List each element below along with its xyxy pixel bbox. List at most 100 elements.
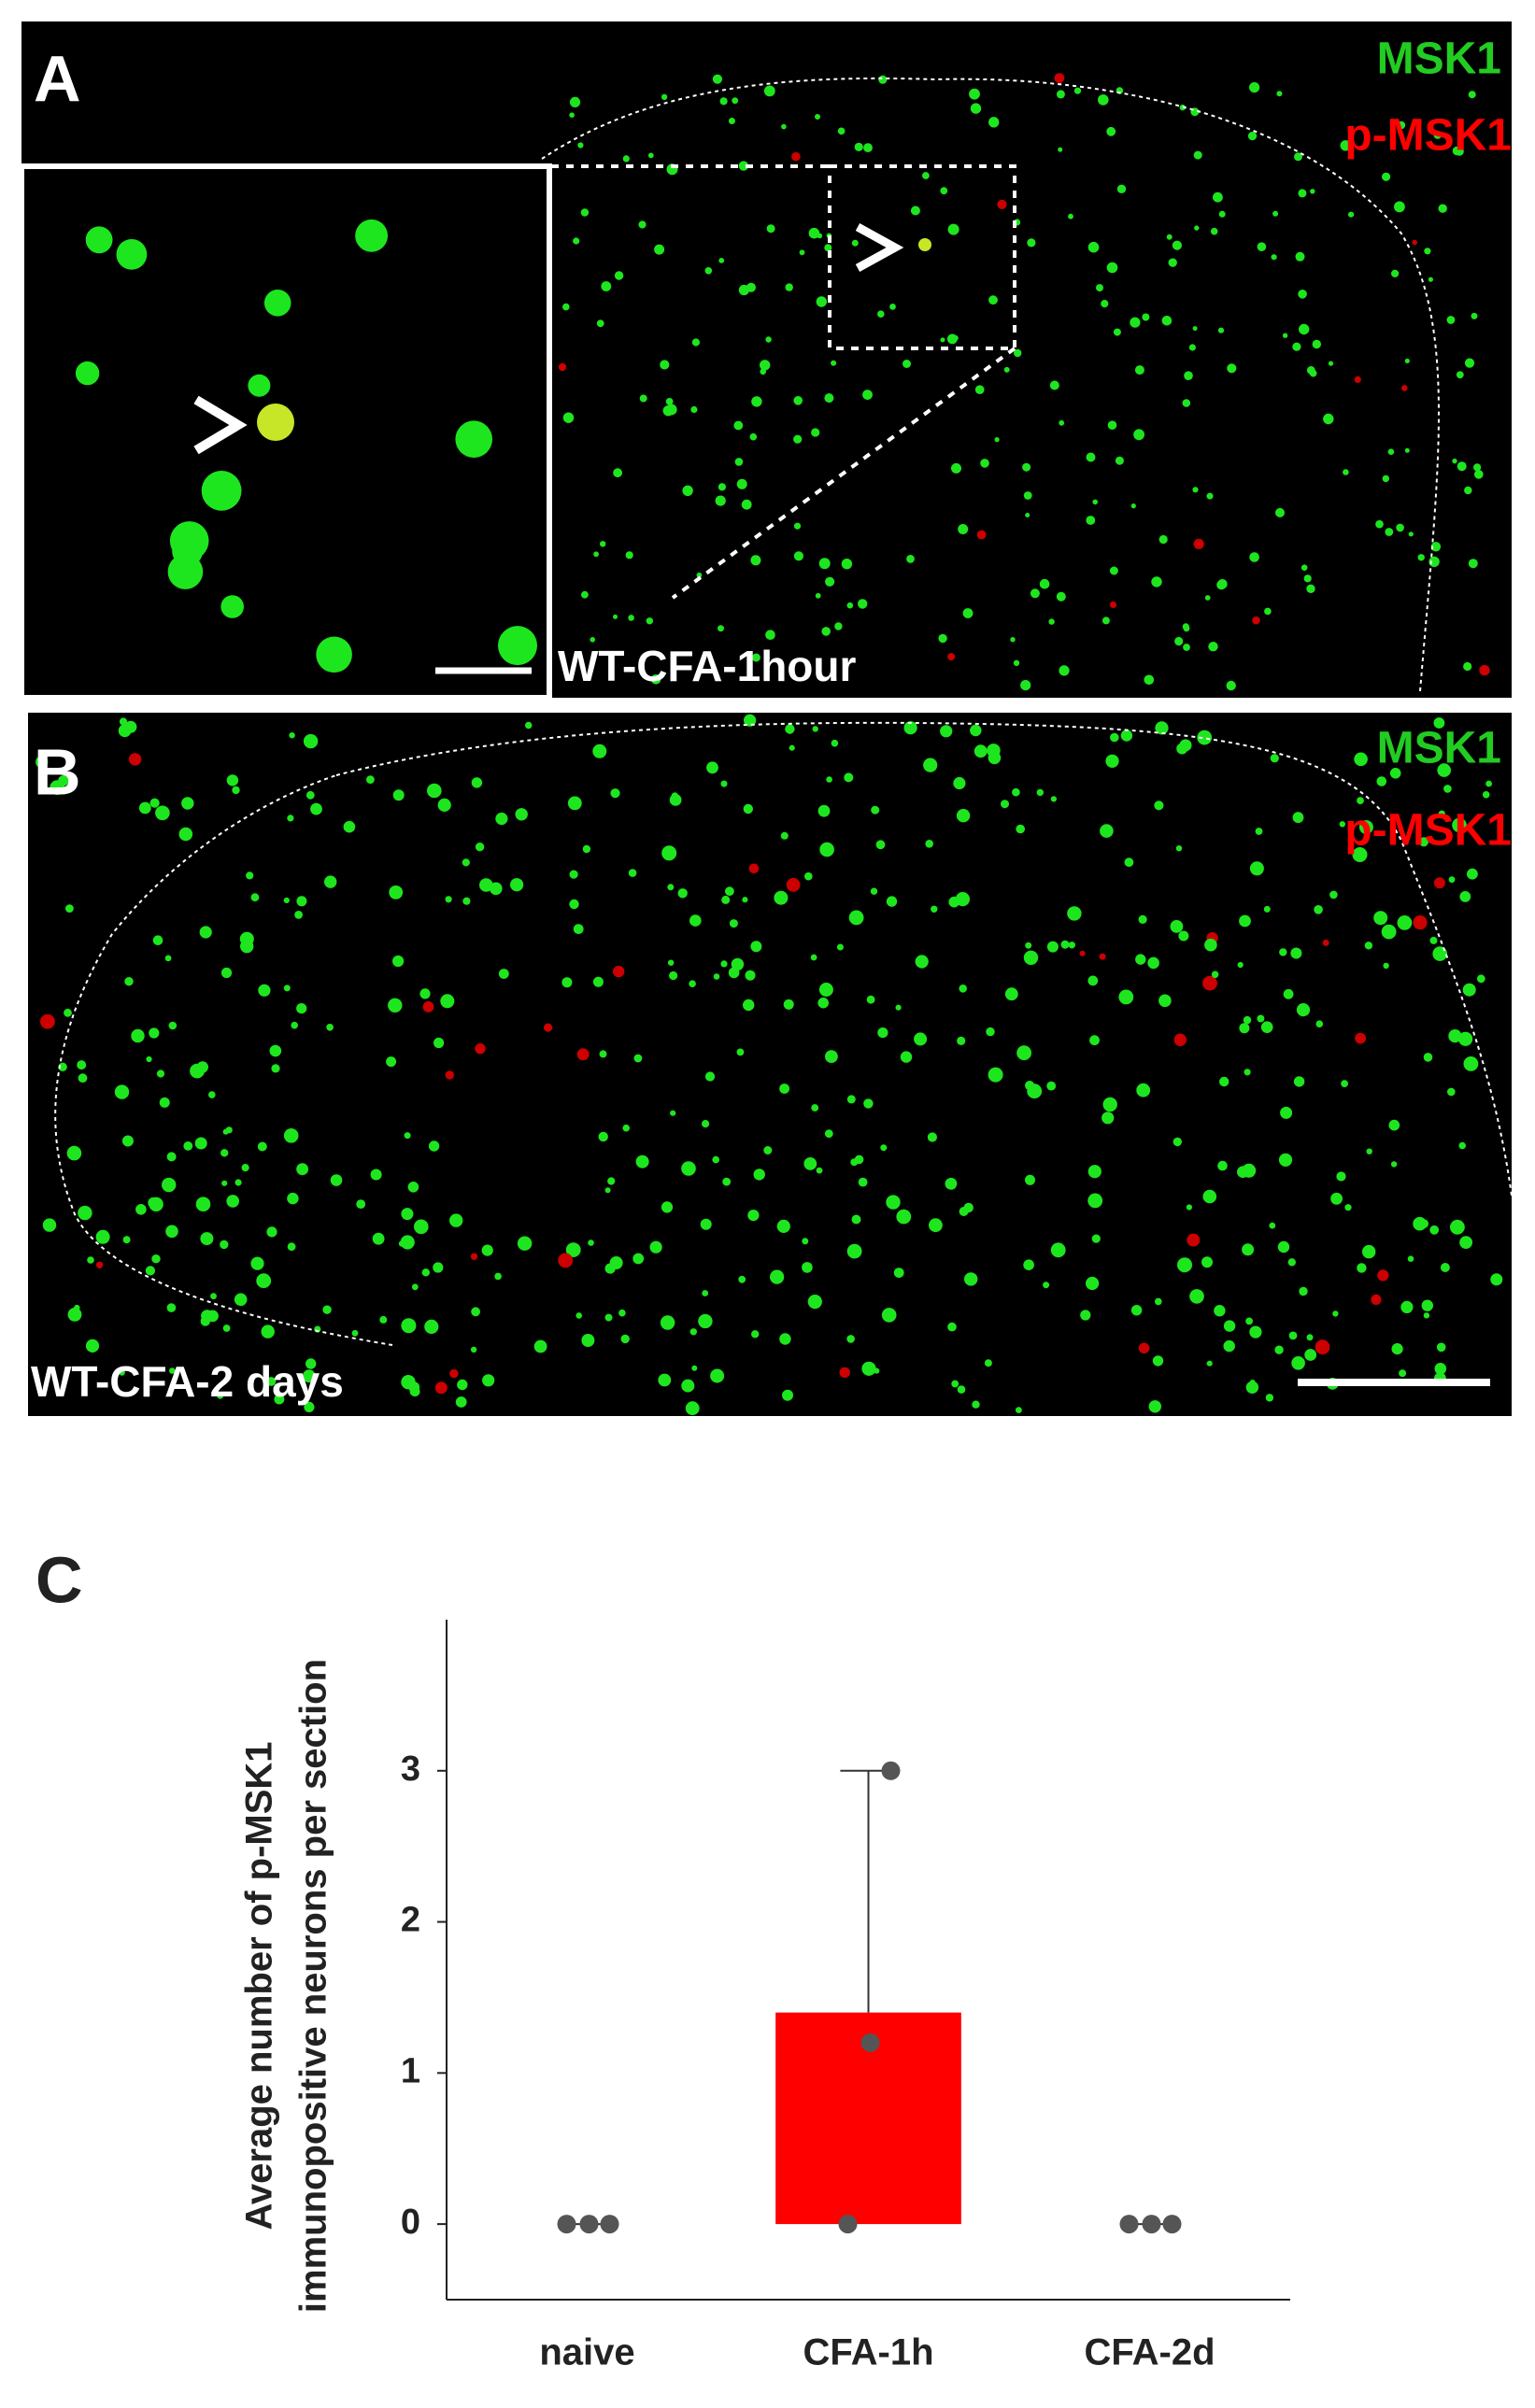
data-point [1119,2215,1139,2234]
cell [1438,810,1445,817]
data-point [1162,2215,1182,2234]
cell [825,1050,838,1063]
channel-label: MSK1 [1377,35,1501,84]
cell [95,1229,110,1244]
micrograph-b [28,713,1512,1416]
cell [613,614,618,619]
cell [1348,211,1355,218]
panel-label: B [34,735,81,808]
cell [1299,1286,1308,1296]
cell [1175,845,1183,852]
cell [1102,616,1110,625]
cell [812,726,818,732]
cell [1323,413,1334,425]
cells-b [36,714,1503,1416]
cell [1003,366,1010,373]
cell [1464,486,1472,495]
cell [1172,240,1182,250]
cell [1176,743,1188,755]
cell [169,1367,176,1374]
cell [658,1373,672,1387]
cell [1376,776,1387,786]
cell [289,732,295,739]
cell [1401,385,1408,391]
cell [168,1021,178,1030]
cell [862,390,873,400]
cell [434,1381,448,1395]
cell [763,85,775,97]
cell [661,93,668,101]
cell [258,984,271,997]
cell [1408,531,1414,537]
cell [1056,591,1066,602]
cell [1291,1356,1305,1370]
cell [1217,327,1225,333]
cell [945,1177,958,1190]
cell [893,1268,904,1278]
cell [970,724,982,737]
cell [392,955,405,968]
cell [1098,94,1109,106]
cell [1014,348,1022,358]
cell [1255,828,1263,835]
cell [569,96,581,107]
cell [1479,664,1490,676]
cell [947,1322,957,1332]
cell [811,1104,819,1112]
cell [851,1214,861,1225]
cell [1186,1204,1192,1211]
cell [628,869,637,877]
cell [625,551,633,560]
cell [750,555,761,566]
cell [650,674,661,685]
cell [200,1232,214,1246]
cell [779,1084,789,1094]
cell [1249,861,1264,876]
cell [1027,1084,1043,1099]
cell [844,772,854,783]
cell [240,939,254,954]
cell [1298,290,1307,299]
cell [870,887,878,895]
cell [618,1309,626,1317]
cell [1148,1400,1162,1413]
cell [1219,1076,1229,1087]
cell [607,1177,616,1185]
cell [372,1232,385,1245]
cell [848,910,864,926]
cell [793,434,803,444]
cell [681,1379,695,1393]
cell [428,1140,440,1152]
cell [124,977,134,986]
cell [1303,574,1312,583]
cell [1352,847,1368,862]
cell [807,1295,822,1310]
cell [66,1145,82,1161]
cell [836,943,844,951]
cell [351,1329,359,1337]
cell [1173,1033,1187,1046]
cell [760,368,766,375]
cell [1187,1233,1201,1247]
cell [1152,1355,1164,1367]
cell [1418,837,1428,847]
cell [573,924,584,934]
cell [169,1231,176,1238]
cell [1306,1334,1314,1341]
cell [1025,513,1030,517]
data-point [838,2215,858,2234]
cell [1192,326,1198,332]
cell [718,258,725,263]
cell [250,893,260,902]
cell [498,969,509,979]
cell [1110,732,1119,743]
cell [1068,942,1076,949]
cell [1433,877,1445,889]
cell [1458,1141,1466,1150]
cell [386,1056,397,1068]
cell [1265,1394,1274,1402]
cell [1213,191,1223,203]
cell [470,1346,477,1353]
cell [269,1044,282,1057]
cell [1355,1032,1366,1044]
